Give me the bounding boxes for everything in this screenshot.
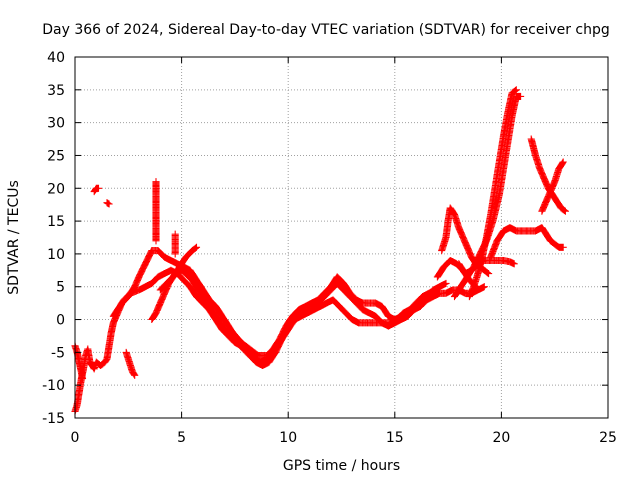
- y-tick-label: -5: [51, 345, 65, 361]
- x-tick-label: 0: [71, 430, 80, 446]
- y-tick-label: 40: [47, 50, 65, 66]
- x-tick-label: 15: [386, 430, 404, 446]
- grid-lines: [75, 57, 608, 418]
- series-s9: [171, 230, 179, 258]
- x-tick-label: 20: [492, 430, 510, 446]
- series-s6: [122, 348, 139, 379]
- data-marker-cluster: [455, 256, 518, 278]
- y-tick-label: 5: [56, 280, 65, 296]
- data-markers: [71, 86, 569, 415]
- y-tick-label: 10: [47, 247, 65, 263]
- y-tick-label: -15: [42, 411, 65, 427]
- series-s10: [156, 243, 201, 294]
- plot-frame: [74, 56, 609, 419]
- series-s2: [71, 247, 488, 415]
- data-marker-cluster: [538, 158, 567, 215]
- y-tick-label: 30: [47, 116, 65, 132]
- y-tick-label: 15: [47, 214, 65, 230]
- series-s15: [455, 256, 518, 278]
- series-s18: [538, 158, 567, 215]
- data-marker-cluster: [156, 243, 201, 294]
- x-axis-label: GPS time / hours: [283, 458, 400, 474]
- series-s8: [152, 178, 160, 245]
- series-s3: [90, 184, 103, 196]
- data-marker-cluster: [171, 230, 179, 258]
- data-marker-cluster: [71, 247, 488, 415]
- y-tick-label: -10: [42, 378, 65, 394]
- y-tick-label: 35: [47, 83, 65, 99]
- data-marker-cluster: [103, 199, 113, 208]
- series-s14: [465, 86, 520, 301]
- y-tick-label: 20: [47, 181, 65, 197]
- y-tick-label: 25: [47, 148, 65, 164]
- data-marker-cluster: [487, 224, 567, 261]
- y-axis-label: SDTVAR / TECUs: [6, 180, 22, 295]
- data-marker-cluster: [122, 348, 139, 379]
- y-tick-label: 0: [56, 313, 65, 329]
- data-marker-cluster: [152, 178, 160, 245]
- data-marker-cluster: [465, 86, 520, 301]
- x-tick-label: 10: [279, 430, 297, 446]
- data-marker-cluster: [90, 184, 103, 196]
- series-s4: [103, 199, 113, 208]
- chart-title: Day 366 of 2024, Sidereal Day-to-day VTE…: [42, 22, 610, 38]
- series-s16: [487, 224, 567, 261]
- axes: 0 5 10 15 20 25 -15 -10 -5 0 5 10 15 20 25 30 35 40: [42, 50, 617, 446]
- x-tick-label: 25: [599, 430, 617, 446]
- data-marker-cluster: [450, 92, 525, 301]
- x-tick-label: 5: [177, 430, 186, 446]
- series-s13: [450, 92, 525, 301]
